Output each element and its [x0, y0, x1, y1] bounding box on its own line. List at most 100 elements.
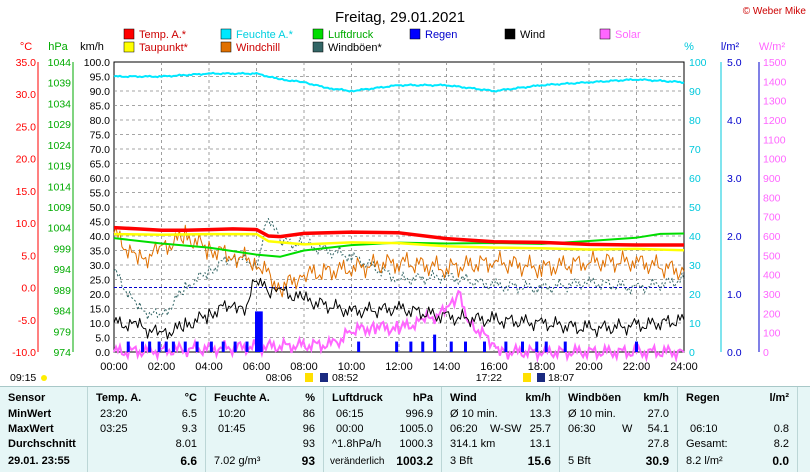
column-temp: Temp. A. °C 23:20 6.5 03:25 9.3 8.01 6.6 — [88, 387, 206, 472]
series-taupunkt — [113, 232, 685, 252]
temp-max-time: 03:25 — [100, 423, 128, 435]
windboeen-avg-value: 27.8 — [647, 438, 669, 450]
temp-max-value: 9.3 — [181, 423, 197, 435]
axis-unit-solar: W/m² — [759, 41, 786, 53]
feuchte-avg-value: 93 — [302, 438, 315, 450]
feuchte-absolute-humidity: 7.02 g/m³ — [214, 455, 261, 467]
feuchte-max-value: 96 — [302, 423, 315, 435]
rain-axis-tick: 4.0 — [727, 115, 742, 127]
rain-axis-tick: 0.0 — [727, 347, 742, 359]
solar-axis-tick: 1500 — [763, 57, 787, 69]
windboeen-avg-label: Ø 10 min. — [568, 408, 616, 420]
luftdruck-avg-value: 1000.3 — [399, 438, 433, 450]
hpa-axis-tick: 1044 — [48, 57, 72, 69]
rain-bar — [245, 341, 249, 352]
hpa-axis-tick: 984 — [53, 306, 71, 318]
kmh-axis-tick: 75.0 — [90, 130, 111, 142]
percent-axis-tick: 40 — [689, 231, 701, 243]
sun-time: 18:07 — [548, 372, 574, 384]
rain-bar — [148, 341, 152, 352]
x-axis-tick: 06:00 — [243, 361, 271, 373]
legend-swatch — [220, 28, 232, 40]
wind-max-value: 25.7 — [529, 423, 551, 435]
kmh-axis-tick: 70.0 — [90, 144, 111, 156]
legend-swatch — [504, 28, 516, 40]
sensor-header: Sensor — [8, 392, 46, 404]
hpa-axis-tick: 1004 — [48, 223, 72, 235]
chart-title: Freitag, 29.01.2021 — [335, 9, 465, 26]
rain-axis-tick: 5.0 — [727, 57, 742, 69]
kmh-axis-tick: 25.0 — [90, 275, 111, 287]
feuchte-header: Feuchte A. — [214, 392, 270, 404]
rain-axis-tick: 2.0 — [727, 231, 742, 243]
series-windchill — [113, 224, 685, 298]
hpa-axis-tick: 979 — [53, 326, 71, 338]
x-axis-tick: 00:00 — [100, 361, 128, 373]
luftdruck-trend: ^1.8hPa/h — [332, 438, 382, 450]
windboeen-max-value: 54.1 — [647, 423, 669, 435]
sun-time: 17:22 — [476, 372, 502, 384]
kmh-axis-tick: 55.0 — [90, 188, 111, 200]
sun-time: 08:52 — [332, 372, 358, 384]
windboeen-avg10-value: 27.0 — [647, 408, 669, 420]
rain-bar — [357, 341, 361, 352]
windboeen-beaufort: 5 Bft — [568, 455, 591, 467]
windboeen-header: Windböen — [568, 392, 622, 404]
series-solar — [113, 289, 685, 363]
solar-axis-tick: 1400 — [763, 76, 787, 88]
x-axis-tick: 24:00 — [670, 361, 698, 373]
sunset-icon — [523, 373, 531, 382]
chart-grid — [113, 61, 685, 353]
rain-bar — [126, 341, 130, 352]
rain-bar — [257, 311, 261, 352]
percent-axis-tick: 0 — [689, 347, 695, 359]
legend-label: Luftdruck — [328, 29, 374, 41]
percent-axis-tick: 30 — [689, 260, 701, 272]
rain-bar — [535, 341, 539, 352]
rain-bar — [395, 341, 399, 352]
regen-max-time: 06:10 — [690, 423, 718, 435]
axis-unit-rain: l/m² — [721, 41, 740, 53]
row-label-min: MinWert — [8, 408, 52, 420]
rain-bar — [563, 341, 567, 352]
temp-axis-tick: 15.0 — [16, 186, 37, 198]
wind-unit: km/h — [525, 392, 551, 404]
hpa-axis-tick: 994 — [53, 264, 71, 276]
hpa-axis-tick: 1029 — [48, 119, 72, 131]
kmh-axis-tick: 60.0 — [90, 173, 111, 185]
temp-axis-tick: -5.0 — [18, 315, 36, 327]
windboeen-current-value: 30.9 — [645, 454, 669, 468]
rain-bar — [157, 341, 161, 352]
legend-swatch — [312, 28, 324, 40]
chart-series — [113, 71, 685, 363]
feuchte-current-value: 93 — [301, 454, 315, 468]
kmh-axis-tick: 0.0 — [95, 347, 110, 359]
temp-min-value: 6.5 — [181, 408, 197, 420]
percent-axis-tick: 70 — [689, 144, 701, 156]
rain-bar — [209, 341, 213, 352]
wind-avg-value: 13.1 — [529, 438, 551, 450]
percent-axis-tick: 20 — [689, 289, 701, 301]
kmh-axis-tick: 45.0 — [90, 217, 111, 229]
series-feuchte — [113, 71, 685, 93]
kmh-axis-tick: 65.0 — [90, 159, 111, 171]
luftdruck-min-time: 06:15 — [336, 408, 364, 420]
kmh-axis-tick: 5.0 — [95, 333, 110, 345]
luftdruck-unit: hPa — [412, 392, 433, 404]
temp-axis-tick: 35.0 — [16, 57, 37, 69]
legend-label: Taupunkt* — [139, 42, 189, 54]
hpa-axis-tick: 1024 — [48, 140, 72, 152]
hpa-axis-tick: 1039 — [48, 78, 72, 90]
hpa-axis-tick: 989 — [53, 285, 71, 297]
x-axis-tick: 12:00 — [385, 361, 413, 373]
solar-axis-tick: 1300 — [763, 96, 787, 108]
x-axis-tick: 08:00 — [290, 361, 318, 373]
hpa-axis-tick: 1034 — [48, 98, 72, 110]
legend-label: Regen — [425, 29, 457, 41]
legend-swatch — [409, 28, 421, 40]
solar-axis-tick: 1200 — [763, 115, 787, 127]
axis-unit-percent: % — [684, 41, 694, 53]
luftdruck-min-value: 996.9 — [405, 408, 433, 420]
row-label-avg: Durchschnitt — [8, 438, 76, 450]
legend-label: Windböen* — [328, 42, 383, 54]
